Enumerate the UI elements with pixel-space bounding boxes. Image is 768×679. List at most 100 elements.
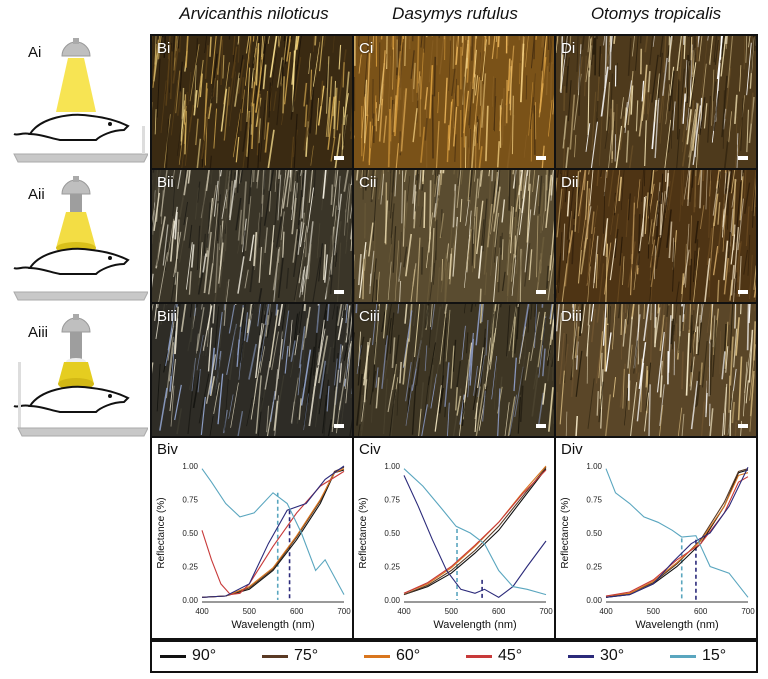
scale-bar <box>536 424 546 428</box>
x-tick-label: 700 <box>337 607 351 616</box>
panel-label: Di <box>561 40 576 57</box>
panel-label: Biv <box>157 441 178 458</box>
fur-texture <box>152 36 352 168</box>
panel-label: Biii <box>157 308 178 325</box>
legend-swatch <box>262 654 288 658</box>
reflectance-series-line <box>201 466 345 598</box>
y-tick-label: 0.50 <box>384 529 400 538</box>
fur-texture <box>556 36 756 168</box>
panel-label: Bi <box>157 40 171 57</box>
y-axis-label: Reflectance (%) <box>560 497 571 568</box>
reflectance-chart-biv: 0.00 0.25 0.50 0.75 1.00 400 500 600 700 Waveleng… <box>150 436 354 640</box>
panel-label: Civ <box>359 441 381 458</box>
panel-label: Ciii <box>359 308 380 325</box>
reflectance-series-line <box>605 472 749 597</box>
legend-item-15: 15° <box>670 647 726 665</box>
chart-svg: 0.00 0.25 0.50 0.75 1.00 400 500 600 700 Waveleng… <box>358 462 553 631</box>
y-tick-label: 1.00 <box>586 462 602 471</box>
y-tick-label: 0.75 <box>182 496 198 505</box>
y-tick-label: 0.25 <box>182 563 198 572</box>
lamp-mouse-illustration <box>13 176 149 301</box>
legend-swatch <box>568 654 594 658</box>
legend-swatch <box>364 654 390 658</box>
legend-label: 45° <box>498 647 523 664</box>
panel-label: Diii <box>561 308 582 325</box>
species-title-otomys: Otomys tropicalis <box>590 4 722 23</box>
legend-item-30: 30° <box>568 647 624 665</box>
y-tick-label: 0.00 <box>182 596 198 605</box>
reflectance-chart-civ: 0.00 0.25 0.50 0.75 1.00 400 500 600 700 Waveleng… <box>352 436 556 640</box>
y-tick-label: 1.00 <box>182 462 198 471</box>
reflectance-series-line <box>403 475 547 598</box>
lamp-mouse-illustration <box>13 38 149 163</box>
scale-bar <box>738 290 748 294</box>
fur-photo-ci: Ci <box>352 34 556 170</box>
legend-label: 15° <box>702 647 727 664</box>
panel-label: Ci <box>359 40 374 57</box>
reflectance-series-line <box>201 469 345 598</box>
fur-texture <box>354 170 554 302</box>
fur-photo-cii: Cii <box>352 168 556 304</box>
setup-label: Aiii <box>28 324 49 341</box>
reflectance-series-line <box>201 465 345 598</box>
panel-label: Div <box>561 441 583 458</box>
fur-texture <box>556 304 756 436</box>
fur-texture <box>556 170 756 302</box>
fur-photo-bii: Bii <box>150 168 354 304</box>
x-tick-label: 700 <box>539 607 553 616</box>
fur-photo-ciii: Ciii <box>352 302 556 438</box>
legend-label: 30° <box>600 647 625 664</box>
reflectance-series-line <box>201 470 345 596</box>
legend-item-45: 45° <box>466 647 522 665</box>
x-tick-label: 600 <box>290 607 304 616</box>
setup-ai: Ai <box>0 26 149 164</box>
x-axis-label: Wavelength (nm) <box>635 619 718 631</box>
fur-photo-bi: Bi <box>150 34 354 170</box>
x-tick-label: 400 <box>599 607 613 616</box>
panel-label: Bii <box>157 174 174 191</box>
scale-bar <box>738 424 748 428</box>
panel-label: Dii <box>561 174 579 191</box>
setup-label: Aii <box>28 186 45 203</box>
x-axis-label: Wavelength (nm) <box>433 619 516 631</box>
scale-bar <box>536 156 546 160</box>
panel-label: Cii <box>359 174 377 191</box>
y-axis-label: Reflectance (%) <box>358 497 369 568</box>
y-tick-label: 0.25 <box>384 563 400 572</box>
reflectance-chart-div: 0.00 0.25 0.50 0.75 1.00 400 500 600 700 Waveleng… <box>554 436 758 640</box>
y-tick-label: 0.75 <box>384 496 400 505</box>
legend-swatch <box>160 654 186 658</box>
fur-photo-biii: Biii <box>150 302 354 438</box>
y-tick-label: 0.00 <box>384 596 400 605</box>
y-tick-label: 0.25 <box>586 563 602 572</box>
legend-label: 75° <box>294 647 319 664</box>
fur-photo-di: Di <box>554 34 758 170</box>
fur-photo-diii: Diii <box>554 302 758 438</box>
x-tick-label: 400 <box>397 607 411 616</box>
reflectance-series-line <box>403 466 547 596</box>
x-tick-label: 600 <box>492 607 506 616</box>
legend-label: 60° <box>396 647 421 664</box>
fur-texture <box>152 304 352 436</box>
reflectance-series-line <box>403 468 547 596</box>
setup-label: Ai <box>28 44 42 61</box>
reflectance-series-line <box>605 476 749 597</box>
reflectance-series-line <box>605 468 749 598</box>
lamp-mouse-illustration <box>13 314 149 437</box>
y-tick-label: 1.00 <box>384 462 400 471</box>
legend-swatch <box>466 654 492 658</box>
reflectance-series-line <box>403 468 547 596</box>
reflectance-series-line <box>403 469 547 594</box>
angle-legend: 90° 75° 60° 45° 30° 15° <box>150 640 758 673</box>
scale-bar <box>536 290 546 294</box>
x-axis-label: Wavelength (nm) <box>231 619 314 631</box>
scale-bar <box>334 290 344 294</box>
chart-svg: 0.00 0.25 0.50 0.75 1.00 400 500 600 700 Waveleng… <box>156 462 351 631</box>
species-title-arvicanthis: Arvicanthis niloticus <box>179 4 329 23</box>
scale-bar <box>334 156 344 160</box>
scale-bar <box>738 156 748 160</box>
species-title-dasymys: Dasymys rufulus <box>392 4 518 23</box>
reflectance-series-line <box>403 465 547 594</box>
fur-texture <box>354 36 554 168</box>
legend-item-90: 90° <box>160 647 216 665</box>
